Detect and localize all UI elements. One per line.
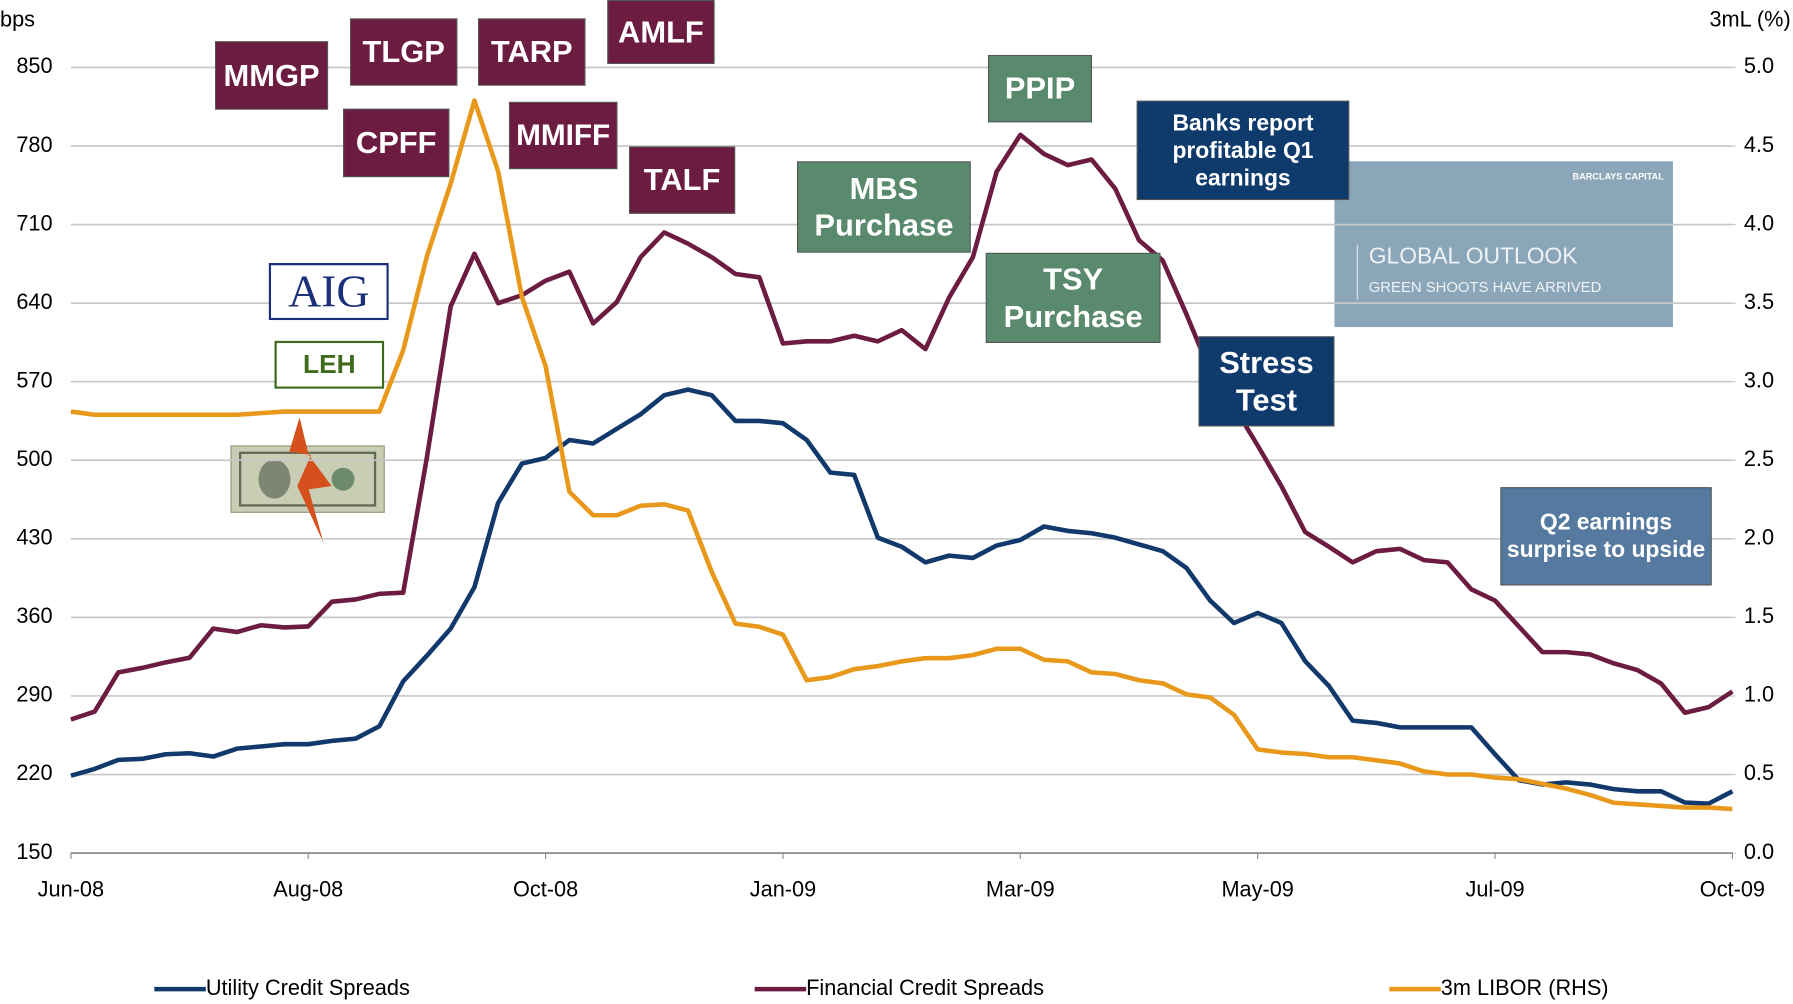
annotation-label: TLGP bbox=[349, 18, 458, 86]
series-line bbox=[70, 98, 1733, 812]
y-tick-label: 220 bbox=[16, 760, 52, 785]
annotation: AIG bbox=[268, 263, 389, 321]
annotation-label: MMGP bbox=[214, 41, 329, 110]
y2-tick-label: 1.0 bbox=[1744, 682, 1774, 707]
y-tick-label: 360 bbox=[16, 603, 52, 628]
annotation: MBS Purchase bbox=[797, 161, 971, 253]
y-tick-label: 150 bbox=[16, 839, 52, 864]
y2-tick-label: 1.5 bbox=[1744, 603, 1774, 628]
x-tick-label: Mar-09 bbox=[986, 877, 1055, 902]
annotation: LEH bbox=[274, 340, 385, 389]
bill-portrait bbox=[258, 459, 291, 499]
annotation-label: TARP bbox=[477, 18, 586, 86]
y2-axis-label: 3mL (%) bbox=[1709, 6, 1790, 31]
y2-tick-label: 4.0 bbox=[1744, 210, 1774, 235]
y-tick-label: 780 bbox=[16, 132, 52, 157]
annotation-label: PPIP bbox=[987, 54, 1093, 123]
y-tick-label: 710 bbox=[16, 210, 52, 235]
y2-tick-label: 4.5 bbox=[1744, 132, 1774, 157]
annotation-label: TALF bbox=[628, 146, 736, 214]
dollar-bill bbox=[230, 417, 385, 544]
annotation-label: MBS Purchase bbox=[797, 161, 971, 253]
y2-tick-label: 0.0 bbox=[1744, 839, 1774, 864]
y-tick-label: 640 bbox=[16, 289, 52, 314]
annotation-label: Q2 earnings surprise to upside bbox=[1500, 487, 1712, 586]
y2-tick-label: 0.5 bbox=[1744, 760, 1774, 785]
y-tick-label: 500 bbox=[16, 446, 52, 471]
y2-tick-label: 3.0 bbox=[1744, 367, 1774, 392]
annotation: AMLF bbox=[607, 0, 715, 65]
annotation-label: MMIFF bbox=[508, 101, 618, 170]
annotation-label: AIG bbox=[268, 263, 389, 321]
annotation: TLGP bbox=[349, 18, 458, 86]
x-tick-label: Oct-08 bbox=[513, 877, 578, 902]
y-axis-label: bps bbox=[0, 6, 35, 31]
x-tick-label: Jun-08 bbox=[38, 877, 104, 902]
x-tick-label: Jan-09 bbox=[750, 877, 816, 902]
y-tick-label: 850 bbox=[16, 53, 52, 78]
series-line bbox=[70, 132, 1734, 722]
annotation: MMGP bbox=[214, 41, 329, 110]
y-tick-label: 570 bbox=[16, 367, 52, 392]
report-subtitle: GREEN SHOOTS HAVE ARRIVED bbox=[1369, 280, 1602, 296]
y2-tick-label: 2.0 bbox=[1744, 525, 1774, 550]
annotation: Banks report profitable Q1 earnings bbox=[1136, 100, 1350, 201]
annotation: Q2 earnings surprise to upside bbox=[1500, 487, 1712, 586]
x-tick-label: Jul-09 bbox=[1465, 877, 1524, 902]
x-tick-label: Aug-08 bbox=[273, 877, 343, 902]
series-line bbox=[70, 387, 1734, 806]
annotation-label: AMLF bbox=[607, 0, 715, 65]
annotation: CPFF bbox=[343, 108, 450, 178]
report-cover: BARCLAYS CAPITAL GLOBAL OUTLOOK GREEN SH… bbox=[1334, 161, 1673, 328]
annotation: Stress Test bbox=[1198, 336, 1335, 427]
report-title: GLOBAL OUTLOOK bbox=[1369, 242, 1578, 268]
lightning bbox=[289, 417, 332, 544]
legend-label: Utility Credit Spreads bbox=[206, 975, 410, 1000]
legend-label: 3m LIBOR (RHS) bbox=[1441, 975, 1609, 1000]
bill-seal bbox=[331, 467, 355, 491]
report-brand: BARCLAYS CAPITAL bbox=[1573, 172, 1665, 182]
annotation: MMIFF bbox=[508, 101, 618, 170]
y2-tick-label: 5.0 bbox=[1744, 53, 1774, 78]
annotation-label: Banks report profitable Q1 earnings bbox=[1136, 100, 1350, 201]
annotation: TSY Purchase bbox=[985, 252, 1161, 344]
y-tick-label: 290 bbox=[16, 682, 52, 707]
y2-tick-label: 2.5 bbox=[1744, 446, 1774, 471]
y-tick-label: 430 bbox=[16, 525, 52, 550]
x-tick-label: May-09 bbox=[1221, 877, 1293, 902]
annotation-label: LEH bbox=[274, 340, 385, 389]
x-tick-label: Oct-09 bbox=[1700, 877, 1765, 902]
annotation: TARP bbox=[477, 18, 586, 86]
annotation-label: CPFF bbox=[343, 108, 450, 178]
annotation: TALF bbox=[628, 146, 736, 214]
annotation-label: TSY Purchase bbox=[985, 252, 1161, 344]
annotation: PPIP bbox=[987, 54, 1093, 123]
y2-tick-label: 3.5 bbox=[1744, 289, 1774, 314]
legend-label: Financial Credit Spreads bbox=[806, 975, 1044, 1000]
annotation-label: Stress Test bbox=[1198, 336, 1335, 427]
report-bg bbox=[1334, 161, 1673, 328]
